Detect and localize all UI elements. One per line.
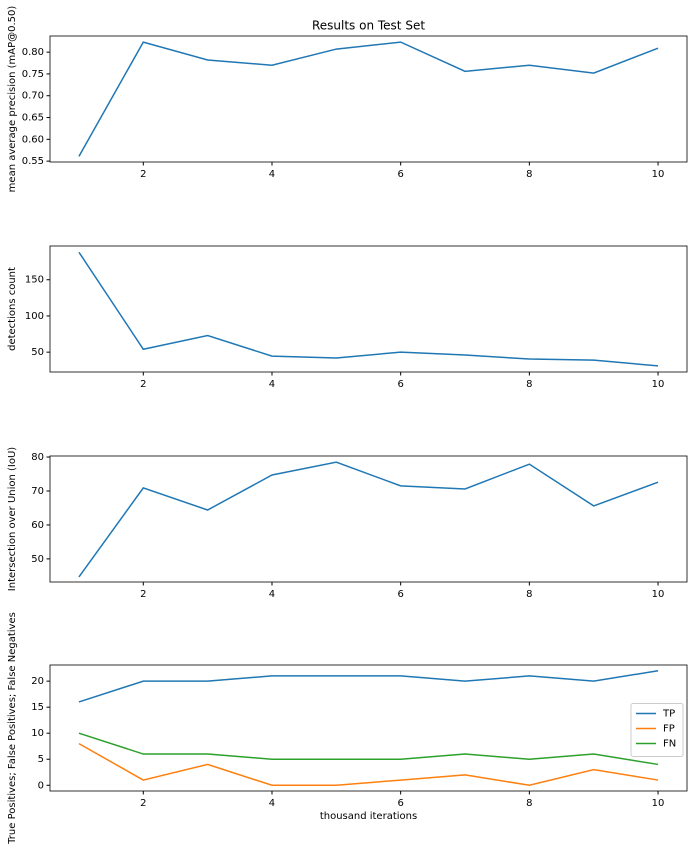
x-tick-label: 2 [140, 589, 146, 600]
y-tick-label: 0.80 [22, 47, 44, 58]
y-tick-label: 0.55 [22, 156, 44, 167]
x-axis-label: thousand iterations [320, 811, 417, 822]
line [78, 732, 659, 766]
y-tick-label: 80 [31, 452, 44, 463]
x-tick-label: 4 [269, 379, 275, 390]
x-tick-label: 10 [652, 169, 665, 180]
x-tick-label: 8 [526, 379, 532, 390]
y-tick-label: 100 [25, 311, 44, 322]
x-tick-label: 4 [269, 589, 275, 600]
y-tick-label: 60 [31, 520, 44, 531]
y-tick-label: 10 [31, 728, 44, 739]
axes-frame [49, 35, 688, 163]
y-tick-label: 150 [25, 275, 44, 286]
x-tick-label: 6 [397, 379, 403, 390]
y-axis-label: detections count [7, 267, 18, 351]
y-tick-label: 50 [31, 554, 44, 565]
legend-label: FN [663, 739, 676, 750]
y-tick-label: 0.75 [22, 69, 44, 80]
x-tick-label: 4 [269, 169, 275, 180]
legend-label: FP [663, 724, 675, 735]
line [78, 742, 659, 787]
x-tick-label: 10 [652, 589, 665, 600]
x-tick-label: 8 [526, 169, 532, 180]
y-tick-label: 0 [38, 780, 44, 791]
y-axis-label: Intersection over Union (IoU) [7, 447, 18, 592]
y-tick-label: 0.60 [22, 134, 44, 145]
axes-frame [49, 245, 688, 373]
x-tick-label: 2 [140, 379, 146, 390]
x-tick-label: 4 [269, 798, 275, 809]
line [78, 41, 659, 157]
axes-frame [49, 664, 688, 792]
line [78, 461, 659, 578]
y-tick-label: 15 [31, 702, 44, 713]
y-axis-label: True Positives; False Positives; False N… [7, 612, 18, 845]
y-tick-label: 70 [31, 486, 44, 497]
line [78, 251, 659, 367]
line [78, 669, 659, 703]
x-tick-label: 10 [652, 798, 665, 809]
x-tick-label: 8 [526, 798, 532, 809]
y-tick-label: 20 [31, 676, 44, 687]
y-axis-label: mean average precision (mAP@0.50) [7, 6, 18, 193]
x-tick-label: 10 [652, 379, 665, 390]
legend-label: TP [662, 709, 675, 720]
y-tick-label: 0.65 [22, 113, 44, 124]
y-tick-label: 0.70 [22, 91, 44, 102]
x-tick-label: 2 [140, 798, 146, 809]
x-tick-label: 6 [397, 589, 403, 600]
chart-title: Results on Test Set [312, 19, 425, 33]
x-tick-label: 6 [397, 169, 403, 180]
axes-frame [49, 455, 688, 583]
x-tick-label: 2 [140, 169, 146, 180]
y-tick-label: 50 [31, 347, 44, 358]
x-tick-label: 8 [526, 589, 532, 600]
x-tick-label: 6 [397, 798, 403, 809]
y-tick-label: 5 [38, 754, 44, 765]
